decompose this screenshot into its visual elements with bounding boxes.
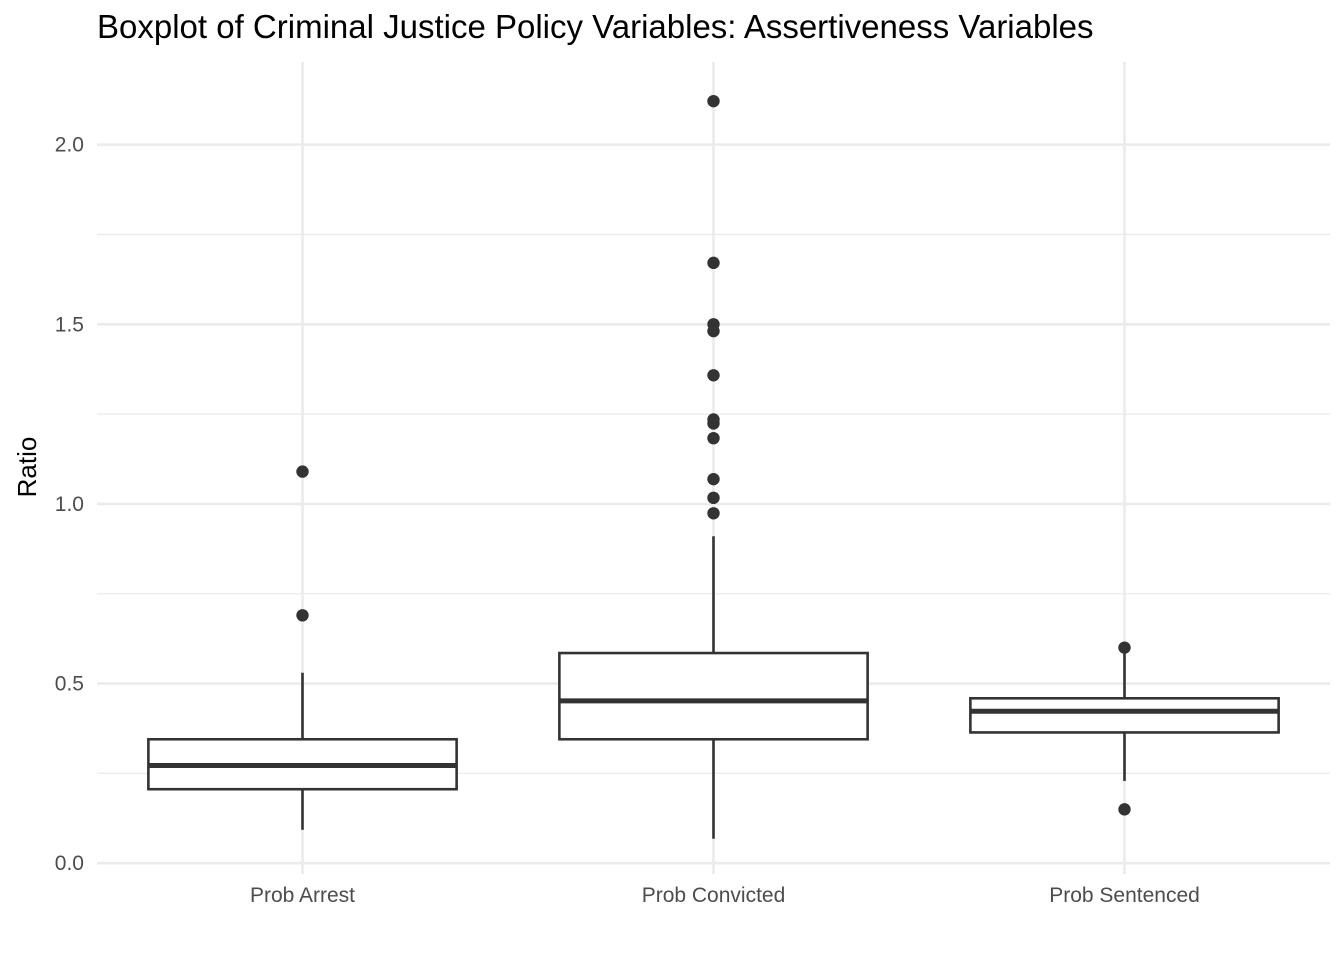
x-tick-label: Prob Convicted xyxy=(642,884,786,907)
outlier-point xyxy=(1118,803,1131,816)
y-tick-label: 0.0 xyxy=(55,852,84,875)
box-prob-convicted xyxy=(558,94,869,839)
y-axis-tick-labels: 0.0 0.5 1.0 1.5 2.0 xyxy=(55,134,84,876)
x-axis-tick-labels: Prob Arrest Prob Convicted Prob Sentenced xyxy=(250,884,1200,907)
outlier-point xyxy=(707,491,720,505)
outlier-point xyxy=(707,431,720,445)
y-tick-label: 0.5 xyxy=(55,673,84,696)
x-tick-label: Prob Sentenced xyxy=(1049,884,1200,907)
outlier-point xyxy=(707,413,720,426)
y-tick-label: 1.0 xyxy=(55,493,84,516)
outlier-point xyxy=(1118,641,1131,654)
outlier-point xyxy=(296,465,309,478)
y-tick-label: 2.0 xyxy=(55,134,84,157)
outlier-point xyxy=(296,609,309,622)
outlier-point xyxy=(707,94,720,108)
outlier-point xyxy=(707,256,720,270)
x-tick-label: Prob Arrest xyxy=(250,884,355,907)
outlier-point xyxy=(707,472,720,486)
box-series xyxy=(147,94,1280,839)
y-tick-label: 1.5 xyxy=(55,313,84,336)
chart-title: Boxplot of Criminal Justice Policy Varia… xyxy=(97,8,1094,45)
outlier-point xyxy=(707,369,720,382)
box-prob-arrest xyxy=(147,465,458,830)
y-axis-title: Ratio xyxy=(12,437,42,498)
iqr-box xyxy=(969,697,1280,734)
iqr-box xyxy=(558,651,869,741)
outlier-point xyxy=(707,507,720,520)
outlier-point xyxy=(707,318,720,331)
box-prob-sentenced xyxy=(969,641,1280,816)
